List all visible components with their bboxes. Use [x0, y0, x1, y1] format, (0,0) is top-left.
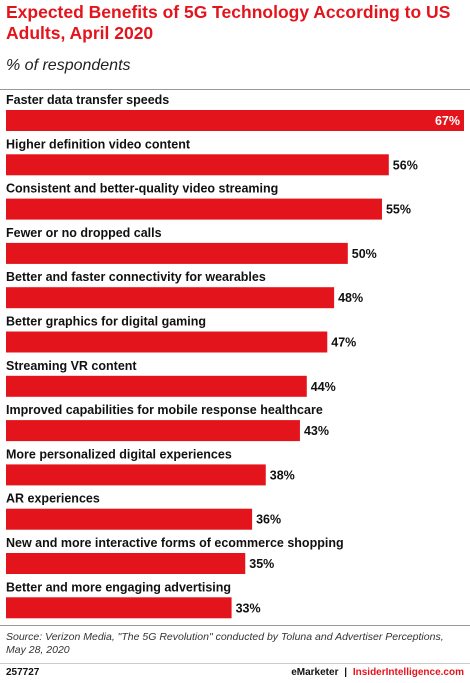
value-label: 44% — [311, 380, 336, 394]
value-label: 35% — [249, 557, 274, 571]
category-label: More personalized digital experiences — [6, 447, 232, 461]
bar — [6, 242, 348, 264]
bar — [6, 154, 389, 176]
bar — [6, 110, 464, 131]
category-label: Improved capabilities for mobile respons… — [6, 403, 323, 417]
value-label: 55% — [386, 203, 411, 217]
chart-subtitle: % of respondents — [6, 57, 131, 74]
value-label: 43% — [304, 424, 329, 438]
value-label: 36% — [256, 513, 281, 527]
bar — [6, 464, 266, 486]
brand-separator: | — [344, 667, 348, 678]
brand-emarketer: eMarketer — [291, 667, 339, 678]
value-label: 48% — [338, 291, 363, 305]
value-label: 47% — [331, 336, 356, 350]
value-label: 56% — [393, 158, 418, 172]
chart-title: Expected Benefits of 5G Technology Accor… — [6, 2, 451, 43]
category-label: Better and faster connectivity for weara… — [6, 270, 266, 284]
category-label: Consistent and better-quality video stre… — [6, 182, 278, 196]
bar — [6, 420, 300, 442]
value-label: 38% — [270, 468, 295, 482]
category-label: Fewer or no dropped calls — [6, 226, 162, 240]
value-label: 67% — [435, 114, 460, 128]
value-label: 33% — [236, 601, 261, 615]
bar — [6, 375, 307, 397]
brand: eMarketer | InsiderIntelligence.com — [291, 667, 464, 678]
category-label: Higher definition video content — [6, 137, 191, 151]
top-divider — [0, 89, 470, 90]
value-label: 50% — [352, 247, 377, 261]
bar — [6, 597, 232, 619]
bar — [6, 198, 382, 220]
bar — [6, 331, 328, 353]
bar — [6, 508, 253, 530]
category-label: Streaming VR content — [6, 359, 137, 373]
category-label: Better graphics for digital gaming — [6, 315, 206, 329]
category-label: Better and more engaging advertising — [6, 580, 231, 594]
source-note: Source: Verizon Media, "The 5G Revolutio… — [6, 631, 444, 656]
bar — [6, 287, 335, 309]
category-label: New and more interactive forms of ecomme… — [6, 536, 344, 550]
brand-insider-intelligence-link[interactable]: InsiderIntelligence.com — [352, 667, 464, 678]
footer-bar: 257727 eMarketer | InsiderIntelligence.c… — [0, 663, 470, 683]
category-label: Faster data transfer speeds — [6, 93, 169, 107]
bar — [6, 553, 246, 574]
bottom-divider — [0, 625, 470, 626]
category-label: AR experiences — [6, 492, 100, 506]
chart-id: 257727 — [6, 667, 40, 678]
